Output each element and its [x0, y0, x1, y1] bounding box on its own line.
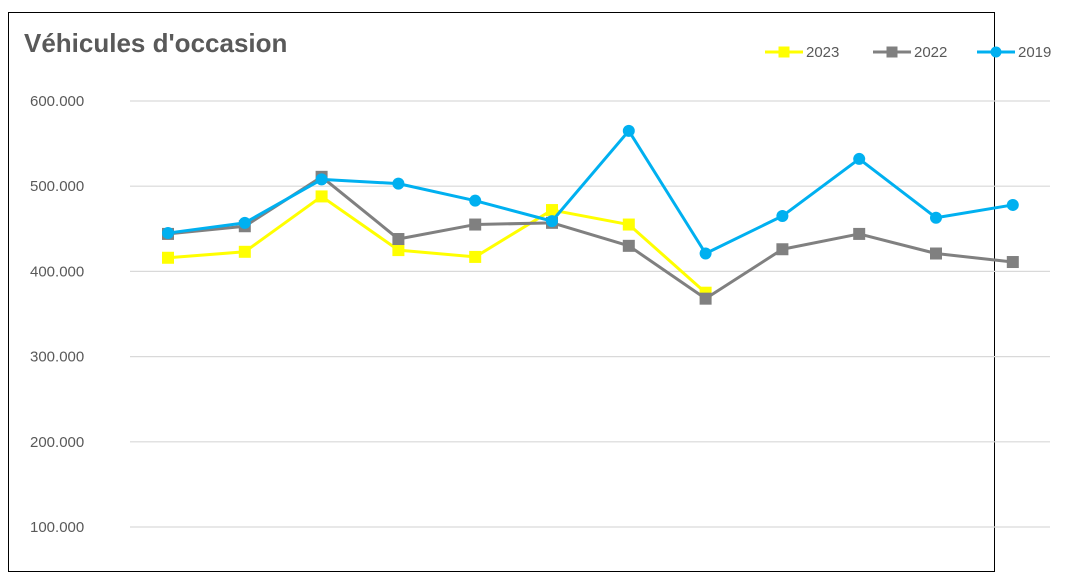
legend-marker	[990, 46, 1002, 58]
data-point	[469, 250, 482, 263]
data-point	[469, 194, 482, 207]
series-line-2023	[167, 194, 707, 294]
data-point	[162, 251, 174, 264]
data-point	[622, 124, 635, 137]
legend-marker	[886, 46, 898, 58]
legend: 2023 2022 2019	[765, 44, 1051, 61]
data-point	[699, 292, 712, 305]
data-point	[853, 152, 866, 165]
data-point	[622, 239, 635, 252]
data-point	[392, 244, 405, 257]
data-point	[699, 247, 712, 260]
series-2022	[162, 170, 1019, 305]
legend-item-2023: 2023	[765, 44, 839, 61]
data-point	[930, 247, 942, 260]
legend-label: 2023	[806, 44, 839, 61]
data-point	[622, 218, 635, 231]
y-tick-label: 300.000	[30, 349, 84, 366]
data-point	[776, 243, 789, 256]
legend-item-2022: 2022	[873, 44, 947, 61]
series-line-2019	[167, 129, 1014, 256]
data-point	[930, 211, 942, 224]
y-tick-label: 100.000	[30, 519, 84, 536]
data-point	[392, 233, 405, 246]
y-tick-label: 200.000	[30, 434, 84, 451]
line-chart: 100.000 200.000 300.000 400.000 500.000 600.0…	[30, 44, 1051, 536]
data-point	[162, 227, 174, 240]
data-point	[469, 218, 482, 231]
data-point	[315, 173, 328, 186]
series-2019	[162, 124, 1019, 260]
series-lines	[162, 124, 1019, 305]
y-tick-label: 400.000	[30, 263, 84, 280]
data-point	[1006, 198, 1019, 211]
data-point	[1006, 256, 1019, 269]
y-axis: 100.000 200.000 300.000 400.000 500.000 600.0…	[30, 93, 84, 536]
y-tick-label: 600.000	[30, 93, 84, 110]
data-point	[238, 245, 251, 258]
data-point	[546, 215, 558, 228]
legend-label: 2019	[1018, 44, 1051, 61]
y-tick-label: 500.000	[30, 178, 84, 195]
legend-marker	[778, 46, 790, 58]
gridlines	[130, 100, 1050, 528]
data-point	[776, 210, 789, 223]
data-point	[315, 190, 328, 203]
legend-item-2019: 2019	[977, 44, 1051, 61]
data-point	[238, 216, 251, 229]
chart-title: Véhicules d'occasion	[24, 28, 288, 58]
data-point	[392, 177, 405, 190]
legend-label: 2022	[914, 44, 947, 61]
data-point	[853, 227, 866, 240]
data-point	[546, 204, 558, 217]
